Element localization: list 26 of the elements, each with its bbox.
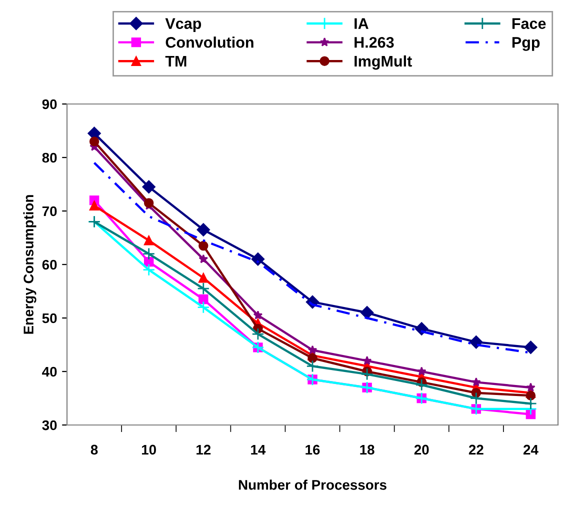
- legend-label: TM: [165, 56, 186, 66]
- x-tick-label: 8: [90, 444, 98, 455]
- y-axis-title: Energy Consumption: [23, 195, 36, 334]
- y-tick-label: 70: [42, 206, 57, 216]
- x-tick-label: 24: [523, 444, 538, 455]
- x-axis-title: Number of Processors: [238, 480, 386, 490]
- x-tick-label: 10: [142, 444, 156, 455]
- legend-label: Convolution: [166, 36, 254, 48]
- x-tick-label: 22: [468, 444, 484, 455]
- y-tick-label: 80: [42, 152, 57, 163]
- y-tick-label: 50: [42, 313, 57, 324]
- x-tick-label: 18: [360, 444, 374, 455]
- legend-label: Face: [512, 18, 546, 29]
- legend-label: IA: [354, 18, 368, 29]
- x-tick-label: 14: [251, 444, 266, 455]
- legend-label: H.263: [354, 36, 394, 48]
- y-tick-label: 90: [42, 99, 57, 110]
- legend-label: ImgMult: [354, 55, 412, 70]
- y-tick-label: 40: [42, 366, 57, 377]
- legend-label: Vcap: [165, 18, 202, 32]
- legend-label: Pgp: [512, 37, 540, 51]
- y-tick-label: 60: [42, 260, 57, 270]
- x-tick-label: 16: [306, 444, 320, 455]
- x-tick-label: 12: [196, 444, 211, 455]
- x-tick-label: 20: [414, 444, 429, 455]
- y-tick-label: 30: [42, 420, 57, 430]
